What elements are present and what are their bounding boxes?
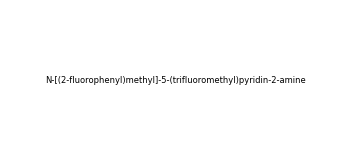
Text: N-[(2-fluorophenyl)methyl]-5-(trifluoromethyl)pyridin-2-amine: N-[(2-fluorophenyl)methyl]-5-(trifluorom… (45, 76, 306, 84)
